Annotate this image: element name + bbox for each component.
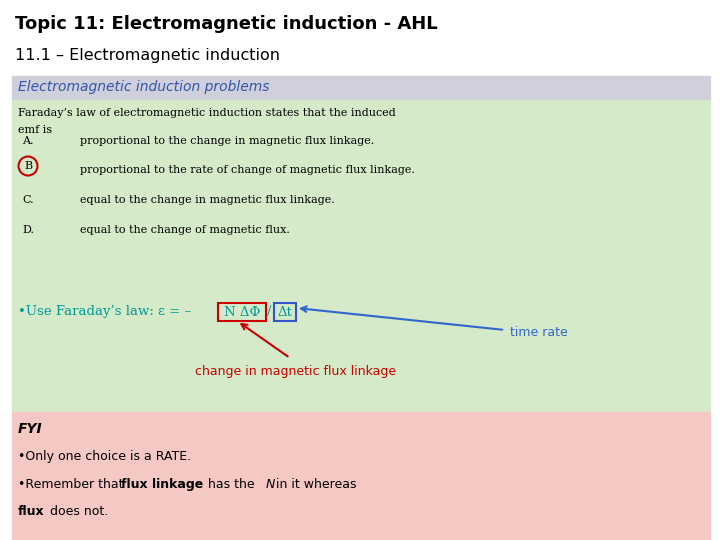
- Text: equal to the change in magnetic flux linkage.: equal to the change in magnetic flux lin…: [80, 195, 335, 205]
- Text: emf is: emf is: [18, 125, 52, 135]
- Text: •Only one choice is a RATE.: •Only one choice is a RATE.: [18, 450, 191, 463]
- Bar: [12, 100, 710, 412]
- Bar: [12, 412, 710, 540]
- Text: •Remember that: •Remember that: [18, 478, 127, 491]
- Text: A.: A.: [22, 136, 34, 146]
- Text: proportional to the change in magnetic flux linkage.: proportional to the change in magnetic f…: [80, 136, 374, 146]
- Text: Faraday’s law of electromagnetic induction states that the induced: Faraday’s law of electromagnetic inducti…: [18, 108, 396, 118]
- Text: in it whereas: in it whereas: [272, 478, 357, 491]
- Text: Δt: Δt: [278, 306, 292, 319]
- Text: does not.: does not.: [45, 505, 108, 518]
- Text: /: /: [267, 306, 271, 319]
- Text: flux: flux: [18, 505, 45, 518]
- Text: •Use Faraday’s law: ε = –: •Use Faraday’s law: ε = –: [18, 306, 195, 319]
- Text: N ΔΦ: N ΔΦ: [224, 306, 260, 319]
- Text: change in magnetic flux linkage: change in magnetic flux linkage: [195, 366, 396, 379]
- Text: C.: C.: [22, 195, 34, 205]
- Text: Electromagnetic induction problems: Electromagnetic induction problems: [18, 80, 269, 94]
- Text: FYI: FYI: [18, 422, 42, 436]
- Text: proportional to the rate of change of magnetic flux linkage.: proportional to the rate of change of ma…: [80, 165, 415, 175]
- Text: N: N: [266, 478, 275, 491]
- Text: Topic 11: Electromagnetic induction - AHL: Topic 11: Electromagnetic induction - AH…: [15, 15, 438, 33]
- Text: has the: has the: [204, 478, 258, 491]
- Text: time rate: time rate: [510, 326, 568, 339]
- Text: flux linkage: flux linkage: [121, 478, 203, 491]
- Bar: [12, 76, 710, 100]
- Text: 11.1 – Electromagnetic induction: 11.1 – Electromagnetic induction: [15, 48, 280, 63]
- Text: D.: D.: [22, 225, 34, 235]
- Text: B: B: [24, 161, 32, 171]
- Text: equal to the change of magnetic flux.: equal to the change of magnetic flux.: [80, 225, 290, 235]
